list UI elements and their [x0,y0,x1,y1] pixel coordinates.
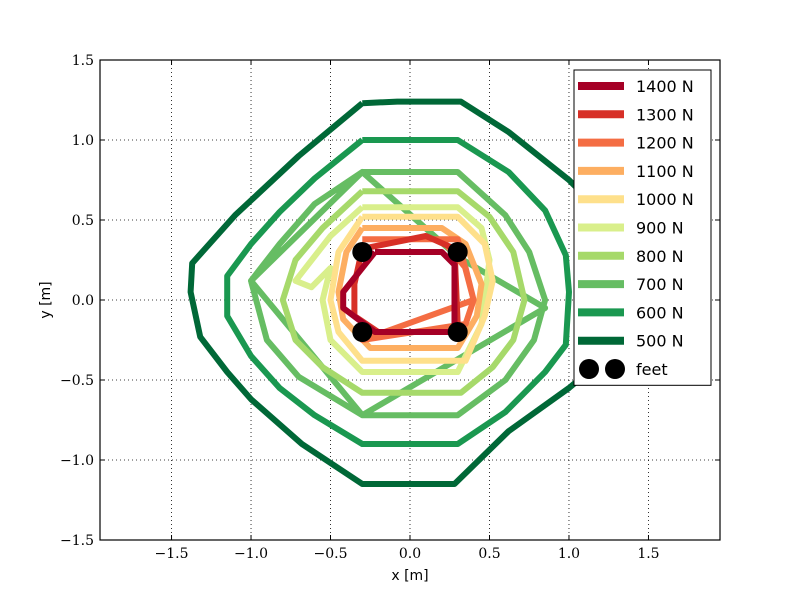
y-tick-label: 0.5 [72,213,94,229]
x-tick-label: −0.5 [314,546,348,562]
legend-label: 1100 N [636,162,694,181]
series-line-1000-n [327,213,496,364]
legend-label-feet: feet [636,360,668,379]
series-line-600-n [224,137,572,447]
foot-point [447,242,468,262]
series-line-900-n [292,204,493,375]
legend-label: 1000 N [636,190,694,209]
legend: 1400 N 1300 N 1200 N 1100 N 1000 N 900 N 800 N… [573,69,712,386]
legend-label: 800 N [636,247,684,266]
y-axis-label: y [m] [38,281,54,318]
x-tick-label: 0.5 [478,546,500,562]
foot-point [352,242,373,262]
y-tick-label: −1.0 [60,453,94,469]
x-axis-label: x [m] [391,568,428,584]
series-line-800-n [279,188,528,396]
y-tick-label: 1.0 [72,133,94,149]
x-tick-label: −1.0 [234,546,268,562]
legend-label: 700 N [636,275,684,294]
x-tick-label: −1.5 [155,546,189,562]
legend-label: 1200 N [636,134,694,153]
x-tick-label: 1.5 [637,546,659,562]
series-line-700-n [248,169,549,419]
legend-feet-marker [579,359,599,379]
y-tick-label: 1.5 [72,53,94,69]
series-layer [187,98,628,487]
ticks: −1.5 −1.0 −0.5 0.0 0.5 1.0 1.5 −1.5 −1.0 −0.5 0.0 0… [60,53,720,562]
legend-label: 1400 N [636,77,694,96]
x-tick-label: 1.0 [558,546,580,562]
legend-label: 900 N [636,219,684,238]
feet-layer [352,242,468,342]
y-tick-label: 0.0 [72,293,94,309]
series-line-1400-n [340,249,458,335]
foot-point [352,322,373,342]
y-tick-label: −1.5 [60,533,94,549]
legend-label: 1300 N [636,105,694,124]
series-line-500-n [187,98,628,487]
legend-feet-marker [605,359,625,379]
y-tick-label: −0.5 [60,373,94,389]
x-tick-label: 0.0 [399,546,421,562]
legend-label: 500 N [636,332,684,351]
foot-point [447,322,468,342]
legend-label: 600 N [636,303,684,322]
